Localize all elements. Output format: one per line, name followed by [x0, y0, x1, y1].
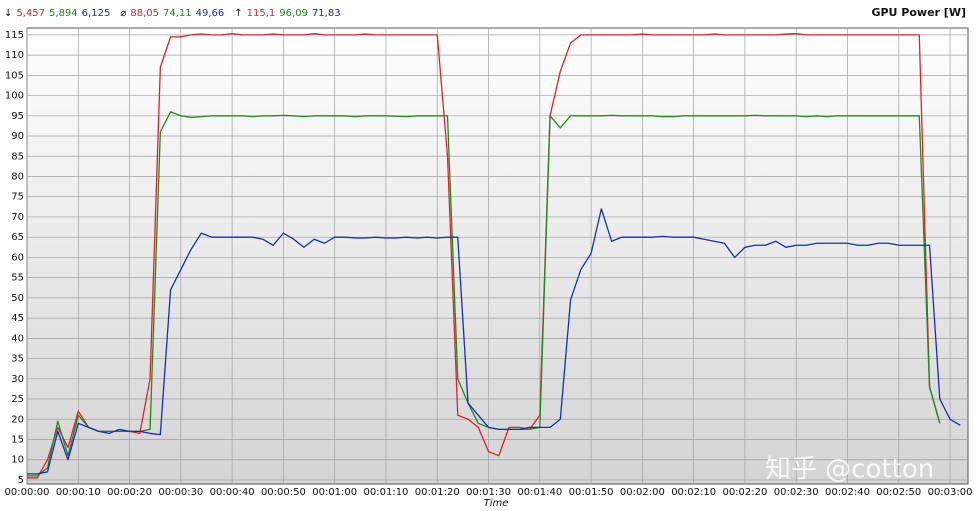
y-tick-label: 115 — [5, 30, 24, 41]
x-tick-label: 00:01:30 — [466, 487, 511, 498]
stat-value: 5,894 — [49, 8, 78, 19]
stat-value: 5,457 — [16, 8, 45, 19]
y-tick-label: 45 — [11, 313, 24, 324]
x-tick-label: 00:02:40 — [825, 487, 870, 498]
x-tick-label: 00:01:10 — [364, 487, 409, 498]
stats-header: ↓ 5,457 5,894 6,125 ⌀ 88,05 74,11 49,66 ↑ 115,1 96… — [4, 8, 341, 19]
y-tick-label: 80 — [11, 171, 24, 182]
y-tick-label: 85 — [11, 151, 24, 162]
x-tick-label: 00:00:30 — [158, 487, 203, 498]
stat-value: 71,83 — [312, 8, 341, 19]
y-tick-label: 60 — [11, 252, 24, 263]
y-tick-label: 10 — [11, 455, 24, 466]
plot-area — [26, 27, 969, 485]
y-tick-label: 50 — [11, 293, 24, 304]
y-tick-label: 110 — [5, 50, 24, 61]
y-tick-label: 30 — [11, 374, 24, 385]
series-line — [27, 111, 941, 477]
series-line — [27, 33, 941, 479]
y-tick-label: 5 — [18, 475, 24, 486]
x-tick-label: 00:01:00 — [312, 487, 357, 498]
x-tick-label: 00:00:00 — [5, 487, 50, 498]
y-tick-label: 100 — [5, 91, 24, 102]
y-tick-label: 25 — [11, 394, 24, 405]
stat-value: 115,1 — [247, 8, 276, 19]
stat-symbol: ↓ — [4, 8, 12, 19]
stat-symbol: ↑ — [234, 8, 242, 19]
x-tick-label: 00:00:40 — [210, 487, 255, 498]
x-tick-label: 00:00:10 — [56, 487, 101, 498]
x-tick-label: 00:02:00 — [620, 487, 665, 498]
y-tick-label: 105 — [5, 70, 24, 81]
stat-value: 74,11 — [163, 8, 192, 19]
y-tick-label: 55 — [11, 273, 24, 284]
x-tick-label: 00:01:50 — [569, 487, 614, 498]
y-tick-label: 20 — [11, 414, 24, 425]
y-tick-label: 35 — [11, 354, 24, 365]
y-tick-label: 70 — [11, 212, 24, 223]
x-tick-label: 00:00:20 — [107, 487, 152, 498]
x-axis-label: Time — [484, 498, 509, 509]
x-tick-label: 00:03:00 — [928, 487, 973, 498]
x-tick-label: 00:02:20 — [722, 487, 767, 498]
stat-value: 88,05 — [130, 8, 159, 19]
y-tick-label: 90 — [11, 131, 24, 142]
chart-title: GPU Power [W] — [871, 6, 966, 19]
x-tick-label: 00:01:20 — [415, 487, 460, 498]
x-tick-label: 00:02:50 — [876, 487, 921, 498]
stat-symbol: ⌀ — [120, 8, 126, 19]
stat-value: 6,125 — [82, 8, 111, 19]
x-tick-label: 00:02:30 — [774, 487, 819, 498]
x-tick-label: 00:02:10 — [671, 487, 716, 498]
stat-value: 96,09 — [279, 8, 308, 19]
y-tick-label: 65 — [11, 232, 24, 243]
x-tick-label: 00:01:40 — [517, 487, 562, 498]
y-tick-label: 40 — [11, 333, 24, 344]
watermark: 知乎 @cotton — [765, 455, 934, 485]
y-tick-label: 75 — [11, 192, 24, 203]
y-tick-label: 15 — [11, 434, 24, 445]
series-line — [27, 208, 961, 475]
stat-value: 49,66 — [196, 8, 225, 19]
x-tick-label: 00:00:50 — [261, 487, 306, 498]
y-tick-label: 95 — [11, 111, 24, 122]
